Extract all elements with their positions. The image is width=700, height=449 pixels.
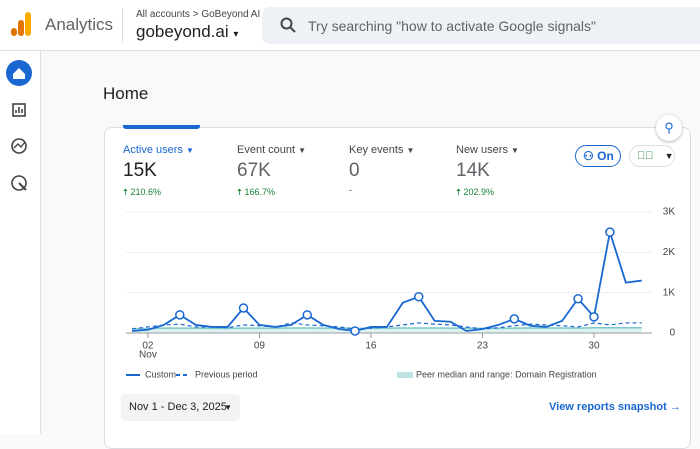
sidebar — [0, 51, 41, 434]
metric-change: 🠅 210.6% — [123, 187, 161, 197]
y-tick-label: 2K — [663, 247, 676, 258]
x-tick-label: 16 — [365, 341, 377, 352]
breadcrumb[interactable]: All accounts > GoBeyond AI — [136, 9, 261, 20]
y-tick-label: 1K — [663, 287, 676, 298]
metric[interactable]: Active users ▼ 15K 🠅 210.6% — [123, 144, 194, 201]
legend-label: Custom — [145, 369, 176, 379]
point-marker — [573, 293, 583, 304]
x-tick-label: 09 — [254, 341, 266, 352]
app-name: Analytics — [45, 15, 114, 34]
metric-change: - — [349, 185, 352, 195]
series-line — [132, 327, 642, 330]
legend-swatch — [397, 372, 413, 378]
x-tick-label: 23 — [477, 341, 489, 352]
chart: 0 1K 2K 3K 02 09 16 23 30 Nov Custom Previous perio… — [126, 207, 676, 379]
nav-icons — [6, 60, 32, 191]
point-marker — [589, 312, 599, 322]
metric-label: Active users ▼ — [123, 144, 194, 156]
status-dropdown[interactable]: ✓⃝ ▼ — [629, 145, 675, 167]
divider — [122, 8, 123, 42]
toggle-label: On — [597, 149, 614, 163]
metric-change: 🠅 202.9% — [456, 187, 494, 197]
legend-label: Peer median and range: Domain Registrati… — [416, 369, 597, 379]
point-marker — [605, 227, 615, 237]
comparison-toggle[interactable]: ⚇ On — [575, 145, 621, 167]
y-tick-label: 0 — [669, 328, 675, 339]
metric[interactable]: New users ▼ 14K 🠅 202.9% — [456, 144, 519, 201]
metric-label: Event count ▼ — [237, 144, 307, 156]
point-marker — [509, 314, 520, 324]
metric-value: 0 — [349, 160, 360, 181]
page-title: Home — [103, 84, 149, 103]
point-marker — [413, 291, 424, 302]
search-icon — [280, 17, 296, 33]
tab-indicator — [123, 125, 200, 129]
metric-label: New users ▼ — [456, 144, 519, 156]
y-tick-label: 3K — [663, 207, 676, 218]
search-box[interactable]: Try searching "how to activate Google si… — [262, 7, 700, 44]
metric-value: 67K — [237, 160, 271, 181]
date-range: Nov 1 - Dec 3, 2025 — [129, 401, 227, 413]
search-placeholder: Try searching "how to activate Google si… — [308, 18, 597, 34]
legend-label: Previous period — [195, 369, 258, 379]
metric-value: 15K — [123, 160, 157, 181]
point-marker — [350, 326, 360, 336]
insights-button[interactable]: ⚲ — [656, 115, 682, 141]
metric[interactable]: Event count ▼ 67K 🠅 166.7% — [237, 144, 306, 201]
series-line — [131, 231, 642, 332]
link-text: View reports snapshot — [549, 401, 667, 413]
property-selector[interactable]: gobeyond.ai ▾ — [136, 22, 239, 41]
logo — [11, 12, 31, 36]
property-name: gobeyond.ai — [136, 22, 229, 41]
top-bar: Analytics All accounts > GoBeyond AI gob… — [0, 0, 700, 51]
date-range-picker[interactable]: Nov 1 - Dec 3, 2025 ▼ — [121, 394, 240, 421]
point-marker — [238, 303, 249, 313]
point-marker — [302, 310, 312, 320]
metric-label: Key events ▼ — [349, 144, 415, 156]
peer-band — [132, 327, 642, 333]
metric[interactable]: Key events ▼ 0 - — [349, 144, 414, 195]
metric-value: 14K — [456, 160, 490, 181]
report-link[interactable]: View reports snapshot → — [549, 401, 681, 413]
x-month-label: Nov — [139, 350, 157, 361]
point-marker — [175, 310, 185, 320]
x-tick-label: 30 — [588, 341, 600, 352]
x-tick-label: 02 — [142, 341, 154, 352]
metric-change: 🠅 166.7% — [237, 187, 275, 197]
